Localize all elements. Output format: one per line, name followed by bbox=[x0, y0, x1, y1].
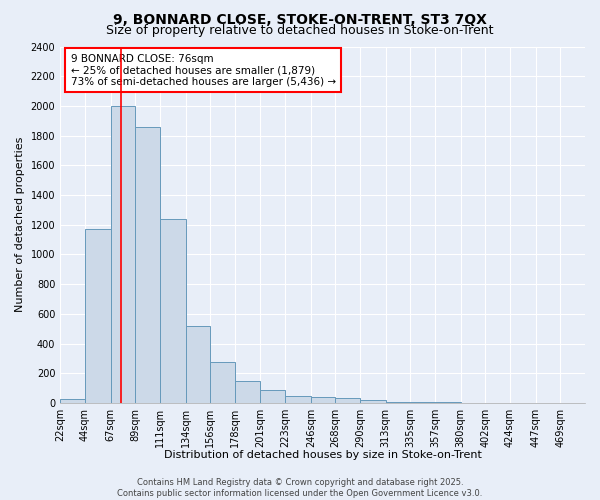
Text: 9, BONNARD CLOSE, STOKE-ON-TRENT, ST3 7QX: 9, BONNARD CLOSE, STOKE-ON-TRENT, ST3 7Q… bbox=[113, 12, 487, 26]
Bar bbox=[110, 106, 135, 403]
Bar bbox=[335, 398, 360, 403]
Bar bbox=[260, 390, 285, 403]
Bar bbox=[210, 362, 235, 403]
Y-axis label: Number of detached properties: Number of detached properties bbox=[15, 137, 25, 312]
X-axis label: Distribution of detached houses by size in Stoke-on-Trent: Distribution of detached houses by size … bbox=[164, 450, 482, 460]
Bar bbox=[85, 229, 110, 403]
Bar bbox=[235, 380, 260, 403]
Text: Size of property relative to detached houses in Stoke-on-Trent: Size of property relative to detached ho… bbox=[106, 24, 494, 37]
Bar bbox=[285, 396, 311, 403]
Bar bbox=[386, 402, 410, 403]
Text: Contains HM Land Registry data © Crown copyright and database right 2025.
Contai: Contains HM Land Registry data © Crown c… bbox=[118, 478, 482, 498]
Bar bbox=[185, 326, 210, 403]
Bar bbox=[160, 219, 185, 403]
Bar bbox=[435, 402, 461, 403]
Bar bbox=[311, 397, 335, 403]
Bar bbox=[135, 126, 160, 403]
Text: 9 BONNARD CLOSE: 76sqm
← 25% of detached houses are smaller (1,879)
73% of semi-: 9 BONNARD CLOSE: 76sqm ← 25% of detached… bbox=[71, 54, 336, 87]
Bar bbox=[410, 402, 435, 403]
Bar bbox=[60, 398, 85, 403]
Bar bbox=[360, 400, 386, 403]
